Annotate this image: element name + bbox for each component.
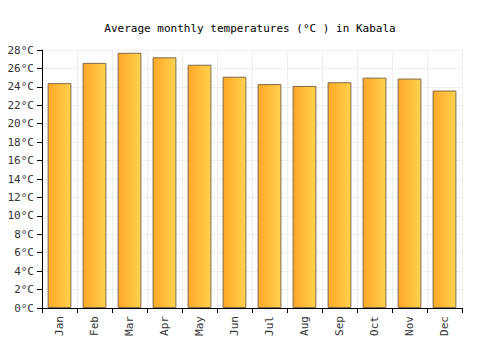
svg-text:Oct: Oct (368, 316, 381, 336)
svg-text:24°C: 24°C (8, 80, 35, 93)
svg-text:16°C: 16°C (8, 154, 35, 167)
svg-text:10°C: 10°C (8, 209, 35, 222)
svg-text:May: May (193, 316, 206, 336)
svg-text:Jul: Jul (263, 316, 276, 336)
svg-text:Mar: Mar (123, 316, 136, 336)
svg-text:2°C: 2°C (14, 283, 34, 296)
svg-text:8°C: 8°C (14, 228, 34, 241)
svg-text:12°C: 12°C (8, 191, 35, 204)
svg-text:Feb: Feb (88, 316, 101, 336)
svg-text:22°C: 22°C (8, 99, 35, 112)
svg-text:Sep: Sep (333, 316, 346, 336)
svg-text:Average monthly temperatures (: Average monthly temperatures (°C ) in Ka… (104, 22, 395, 35)
svg-text:Nov: Nov (403, 316, 416, 336)
svg-text:26°C: 26°C (8, 62, 35, 75)
svg-text:6°C: 6°C (14, 246, 34, 259)
svg-text:18°C: 18°C (8, 136, 35, 149)
svg-text:Apr: Apr (158, 316, 171, 336)
svg-text:20°C: 20°C (8, 117, 35, 130)
svg-text:Dec: Dec (438, 316, 451, 336)
svg-text:14°C: 14°C (8, 173, 35, 186)
svg-text:28°C: 28°C (8, 44, 35, 57)
svg-text:4°C: 4°C (14, 265, 34, 278)
svg-text:Aug: Aug (298, 316, 311, 336)
svg-text:Jun: Jun (228, 316, 241, 336)
svg-text:Jan: Jan (53, 316, 66, 336)
svg-text:0°C: 0°C (14, 302, 34, 315)
